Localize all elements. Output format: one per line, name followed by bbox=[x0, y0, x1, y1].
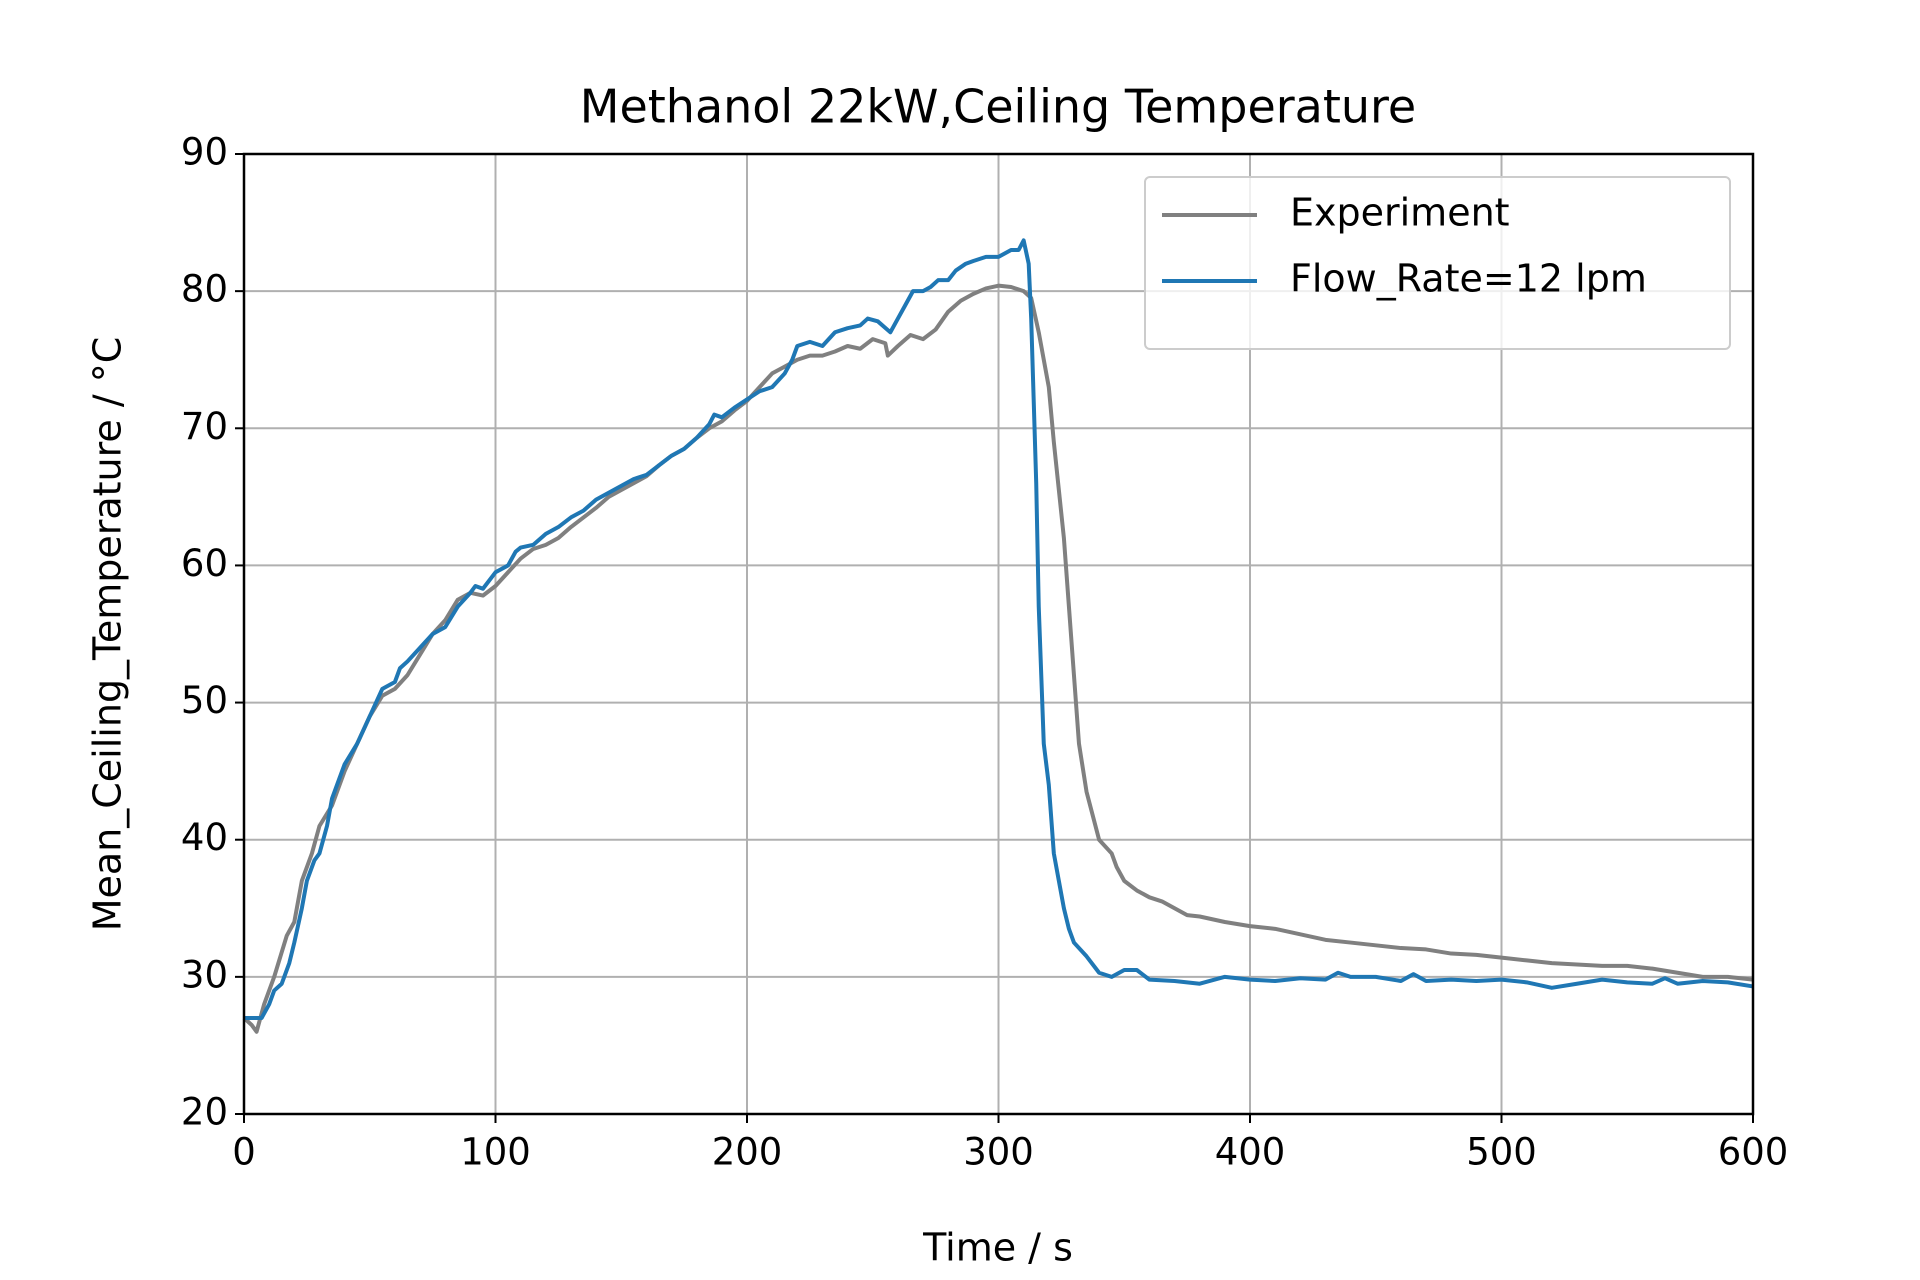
y-tick-label: 90 bbox=[181, 131, 228, 174]
legend: Experiment Flow_Rate=12 lpm bbox=[1144, 176, 1731, 350]
legend-label: Flow_Rate=12 lpm bbox=[1290, 257, 1647, 301]
chart-title: Methanol 22kW,Ceiling Temperature bbox=[580, 80, 1416, 134]
y-tick-label: 20 bbox=[181, 1091, 228, 1134]
y-tick-label: 40 bbox=[181, 816, 228, 859]
ticks: 0 100 200 300 400 500 600 20 30 40 50 60 70 80 90 bbox=[181, 131, 1788, 1174]
x-tick-label: 200 bbox=[712, 1131, 783, 1174]
legend-label: Experiment bbox=[1290, 191, 1510, 235]
data-line bbox=[244, 238, 1754, 1020]
x-tick-label: 100 bbox=[460, 1131, 531, 1174]
y-axis-label: Mean_Ceiling_Temperature / °C bbox=[86, 337, 130, 932]
y-tick-label: 70 bbox=[181, 405, 228, 448]
x-axis-label: Time / s bbox=[922, 1226, 1073, 1270]
x-tick-label: 500 bbox=[1466, 1131, 1537, 1174]
y-tick-label: 60 bbox=[181, 542, 228, 585]
x-tick-label: 0 bbox=[232, 1131, 256, 1174]
y-tick-label: 80 bbox=[181, 268, 228, 311]
x-tick-label: 300 bbox=[963, 1131, 1034, 1174]
y-tick-label: 30 bbox=[181, 953, 228, 996]
x-tick-label: 600 bbox=[1718, 1131, 1789, 1174]
plot-area bbox=[242, 238, 1754, 1034]
legend-box bbox=[1144, 176, 1731, 350]
x-tick-label: 400 bbox=[1215, 1131, 1286, 1174]
y-tick-label: 50 bbox=[181, 679, 228, 722]
